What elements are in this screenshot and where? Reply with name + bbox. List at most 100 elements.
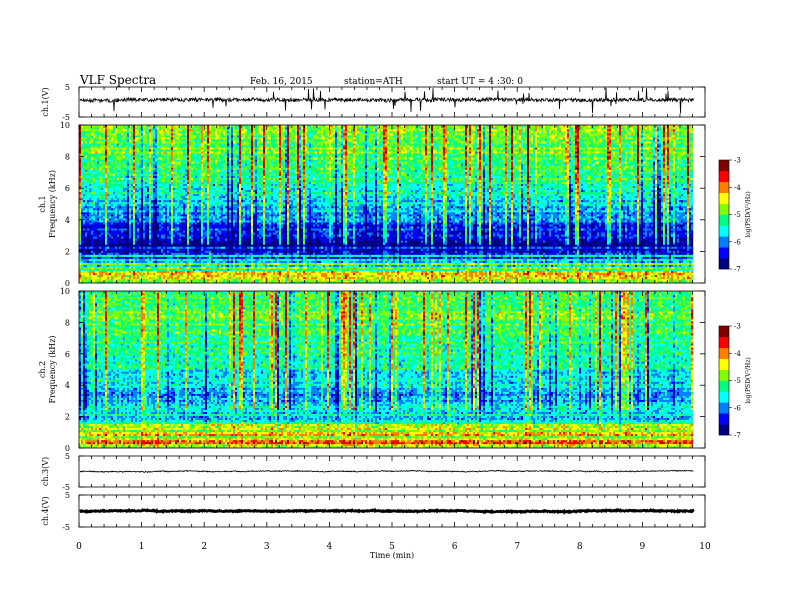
ch1-spectrogram-cell [93, 139, 95, 141]
ch1-spectrogram-cell [103, 131, 105, 133]
ch1-spectrogram-cell [117, 214, 119, 216]
ch1-spectrogram-cell [165, 222, 167, 224]
ch1-spectrogram-cell [165, 265, 167, 267]
ch1-spectrogram-cell [163, 139, 165, 141]
ch1-spectrogram-cell [95, 236, 97, 238]
ch1-spectrogram-cell [153, 135, 155, 137]
ch1-spectrogram-cell [105, 176, 107, 178]
ch1-spectrogram-cell [135, 249, 137, 251]
ch1-spectrogram-cell [119, 263, 121, 265]
ch1-spectrogram-cell [95, 208, 97, 210]
ch1-spectrogram-cell [89, 263, 91, 265]
ch1-spectrogram-cell [117, 234, 119, 236]
ch1-spectrogram-cell [105, 279, 107, 281]
ch1-spectrogram-cell [129, 232, 131, 234]
ch1-spectrogram-cell [131, 157, 133, 159]
ch1-spectrogram-cell [135, 192, 137, 194]
ch1-spectrogram-cell [121, 232, 123, 234]
ch1-spectrogram-cell [121, 259, 123, 261]
ch1-spectrogram-cell [149, 133, 151, 135]
ch1-spectrogram-cell [125, 269, 127, 271]
ch1-spectrogram-cell [101, 186, 103, 188]
ch1-spectrogram-cell [131, 176, 133, 178]
ch1-spectrogram-cell [127, 149, 129, 151]
ch1-spectrogram-cell [139, 220, 141, 222]
ch1-spectrogram-cell [127, 259, 129, 261]
ch1-spectrogram-cell [91, 172, 93, 174]
ch1-spectrogram-cell [101, 153, 103, 155]
ch1-spectrogram-cell [113, 131, 115, 133]
ch1-spectrogram-cell [137, 133, 139, 135]
ch1-spectrogram-cell [93, 155, 95, 157]
ch1-spectrogram-cell [91, 273, 93, 275]
ch1-spectrogram-cell [151, 265, 153, 267]
ch1-spectrogram-cell [95, 149, 97, 151]
ch1-spectrogram-cell [147, 204, 149, 206]
ch1-spectrogram-cell [93, 182, 95, 184]
ch1-spectrogram-cell [99, 141, 101, 143]
ch1-spectrogram-cell [139, 192, 141, 194]
ch1-spectrogram-cell [121, 135, 123, 137]
ch1-spectrogram-cell [159, 188, 161, 190]
ch1-spectrogram-cell [161, 228, 163, 230]
ch1-spectrogram-cell [147, 127, 149, 129]
ch1-spectrogram-cell [155, 208, 157, 210]
ch1-spectrogram-cell [159, 198, 161, 200]
ch1-spectrogram-cell [115, 210, 117, 212]
ch1-spectrogram-cell [101, 190, 103, 192]
ch1-spectrogram-cell [147, 271, 149, 273]
ch1-spectrogram-cell [161, 166, 163, 168]
ch1-spectrogram-cell [159, 275, 161, 277]
ch1-spectrogram-cell [85, 222, 87, 224]
ch1-spectrogram-cell [97, 176, 99, 178]
ch1-spectrogram-cell [123, 279, 125, 281]
ch1-spectrogram-cell [107, 168, 109, 170]
ch1-spectrogram-cell [165, 206, 167, 208]
ch1-spectrogram-cell [111, 176, 113, 178]
ch1-spectrogram-cell [165, 208, 167, 210]
ch1-spectrogram-cell [159, 230, 161, 232]
ch1-spectrogram-cell [139, 184, 141, 186]
ch1-spectrogram-cell [155, 218, 157, 220]
ch1-spectrogram-cell [101, 135, 103, 137]
ch1-spectrogram-cell [161, 139, 163, 141]
ch1-spectrogram-cell [149, 190, 151, 192]
ch1-spectrogram-cell [139, 212, 141, 214]
ch1-spectrogram-cell [161, 172, 163, 174]
ch1-spectrogram-cell [149, 206, 151, 208]
ch1-spectrogram-cell [83, 135, 85, 137]
ch1-spectrogram-cell [113, 236, 115, 238]
ch1-spectrogram-cell [97, 204, 99, 206]
ch1-spectrogram-cell [95, 180, 97, 182]
ch1-spectrogram-cell [157, 135, 159, 137]
ch1-spectrogram-cell [163, 269, 165, 271]
ch1-spectrogram-cell [111, 159, 113, 161]
ch1-spectrogram-cell [149, 255, 151, 257]
ch1-spectrogram-cell [141, 192, 143, 194]
ch1-spectrogram-cell [163, 251, 165, 253]
ch1-spectrogram-cell [139, 147, 141, 149]
ch1-spectrogram-cell [111, 259, 113, 261]
ch1-spectrogram-cell [103, 133, 105, 135]
ch1-spectrogram-cell [83, 214, 85, 216]
ch1-spectrogram-cell [97, 170, 99, 172]
ch1-spectrogram-cell [147, 261, 149, 263]
ch1-spectrogram-cell [139, 253, 141, 255]
ch1-spectrogram-cell [97, 222, 99, 224]
ch1-spectrogram-cell [101, 178, 103, 180]
ch1-spectrogram-cell [157, 240, 159, 242]
ch1-spectrogram-cell [81, 267, 83, 269]
ch1-spectrogram-cell [117, 163, 119, 165]
ch1-spectrogram-cell [121, 131, 123, 133]
ch1-spectrogram-cell [81, 275, 83, 277]
ch1-spectrogram-cell [121, 200, 123, 202]
ch1-spectrogram-cell [117, 275, 119, 277]
ch1-spectrogram-cell [103, 224, 105, 226]
ch1-spectrogram-cell [83, 240, 85, 242]
ch1-spectrogram-cell [165, 240, 167, 242]
ch1-spectrogram-cell [131, 265, 133, 267]
ch1-spectrogram-cell [93, 129, 95, 131]
ch1-spectrogram-cell [91, 194, 93, 196]
ch1-spectrogram-cell [87, 196, 89, 198]
ch1-spectrogram-cell [159, 267, 161, 269]
